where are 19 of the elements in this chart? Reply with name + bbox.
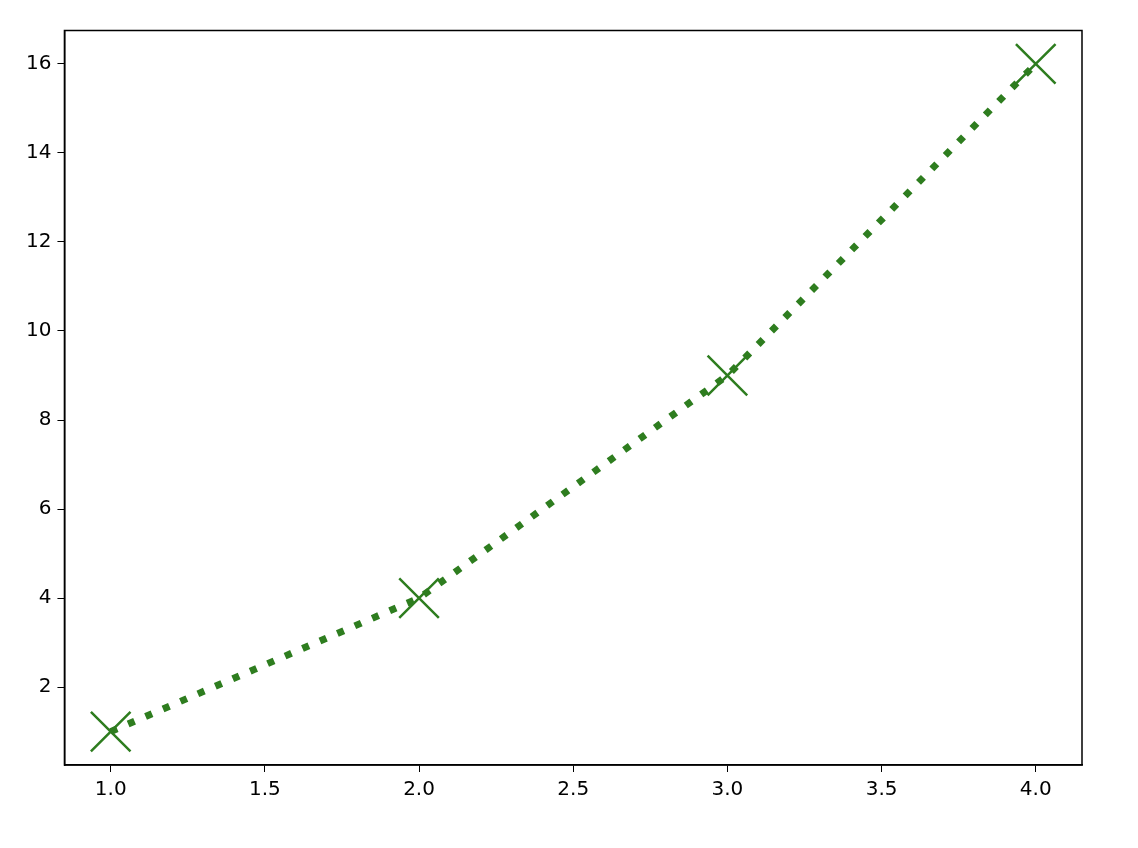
x-tick-label: 2.5	[557, 776, 590, 801]
x-tick-label: 3.5	[865, 776, 898, 801]
y-tick-label: 12	[26, 228, 52, 253]
y-tick-label: 6	[38, 495, 52, 520]
x-tick-label: 4.0	[1019, 776, 1052, 801]
y-tick-label: 8	[38, 406, 52, 431]
x-tick-label: 1.5	[248, 776, 281, 801]
point	[398, 577, 441, 620]
x-tick-label: 1.0	[94, 776, 127, 801]
y-tick-label: 10	[26, 317, 52, 342]
point	[706, 354, 749, 397]
point	[1014, 42, 1057, 85]
x-tick-label: 2.0	[403, 776, 435, 801]
x-tick-label: 3.0	[711, 776, 744, 801]
point	[89, 710, 132, 753]
y-tick-label: 14	[26, 139, 52, 164]
y-tick-label: 4	[38, 584, 52, 609]
y-tick-label: 2	[38, 673, 52, 698]
y-tick-label: 16	[26, 50, 52, 75]
